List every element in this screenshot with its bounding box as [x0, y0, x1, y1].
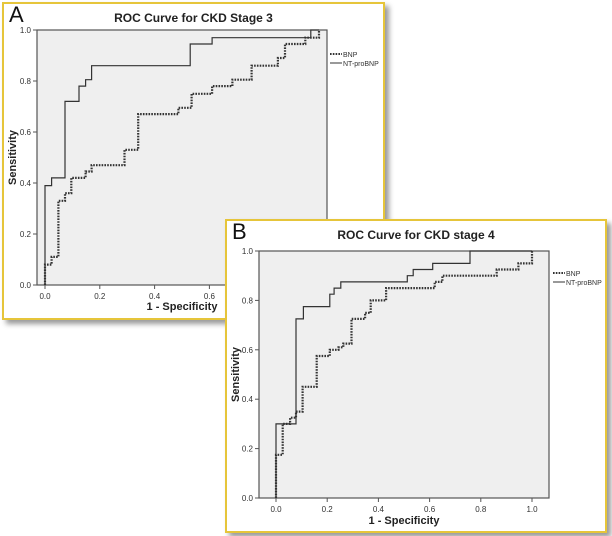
legend-label: BNP [343, 52, 358, 59]
panel-label: B [232, 219, 247, 244]
y-tick-label: 0.8 [242, 296, 254, 305]
y-tick-label: 0.2 [242, 445, 254, 454]
chart-title: ROC Curve for CKD stage 4 [337, 228, 495, 242]
series-line-bnp [43, 30, 321, 285]
series-line-nt-probnp [275, 250, 532, 498]
legend-label: BNP [566, 271, 581, 278]
x-tick-label: 0.6 [424, 505, 436, 514]
x-tick-label: 0.0 [39, 292, 51, 301]
y-tick-label: 0.6 [242, 346, 254, 355]
y-tick-label: 0.2 [20, 230, 32, 239]
y-tick-label: 0.0 [20, 281, 32, 290]
plot-area [258, 250, 550, 499]
x-tick-label: 0.6 [204, 292, 216, 301]
y-axis-label: Sensitivity [7, 129, 19, 185]
x-tick-label: 0.4 [149, 292, 161, 301]
legend-label: NT-proBNP [566, 280, 602, 287]
series-line-nt-probnp [44, 29, 319, 285]
series-line-bnp [274, 251, 534, 498]
chart-svg: 0.0 0.2 0.4 0.6 0.8 1.0 0.0 0.2 0.4 0.6 0.8 1.0 1 - … [230, 247, 602, 527]
panel-label: A [9, 2, 24, 27]
x-tick-label: 0.2 [322, 505, 334, 514]
y-tick-label: 0.4 [20, 179, 32, 188]
x-axis-label: 1 - Specificity [147, 301, 219, 313]
y-tick-label: 1.0 [242, 247, 254, 256]
x-tick-label: 0.4 [373, 505, 385, 514]
x-tick-label: 0.2 [94, 292, 106, 301]
legend-label: NT-proBNP [343, 61, 379, 68]
x-axis-label: 1 - Specificity [369, 515, 441, 527]
y-tick-label: 0.0 [242, 494, 254, 503]
y-tick-label: 1.0 [20, 26, 32, 35]
y-axis-label: Sensitivity [230, 346, 242, 402]
x-tick-label: 0.0 [270, 505, 282, 514]
y-tick-label: 0.4 [242, 395, 254, 404]
y-tick-label: 0.6 [20, 128, 32, 137]
x-tick-label: 1.0 [526, 505, 538, 514]
x-tick-label: 0.8 [475, 505, 487, 514]
chart-title: ROC Curve for CKD Stage 3 [114, 11, 273, 25]
roc-panel-a: A ROC Curve for CKD Stage 3 0.0 0.2 0.4 0.6… [2, 2, 385, 320]
y-tick-label: 0.8 [20, 77, 32, 86]
roc-panel-b: B ROC Curve for CKD stage 4 0.0 0.2 0.4 0.6… [225, 219, 607, 533]
